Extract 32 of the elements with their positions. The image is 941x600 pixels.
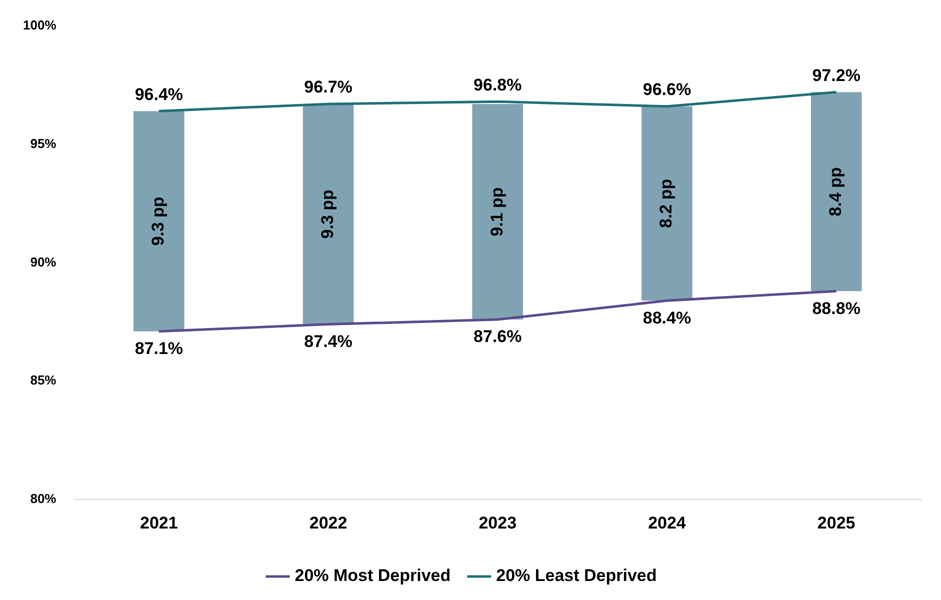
y-tick-label: 80%	[30, 491, 57, 506]
x-tick-label: 2024	[648, 513, 686, 532]
bar	[810, 92, 862, 292]
data-label: 87.1%	[134, 339, 184, 358]
data-label: 96.6%	[642, 80, 692, 100]
data-label: 8.4 pp	[826, 167, 846, 216]
y-tick-label: 85%	[30, 372, 57, 388]
data-label: 9.3 pp	[318, 190, 337, 239]
y-tick-label: 95%	[30, 136, 57, 151]
y-tick-label: 90%	[30, 254, 57, 270]
x-tick-label: 2021	[140, 513, 178, 532]
legend-label: 20% Least Deprived	[496, 566, 657, 586]
data-label: 88.8%	[812, 298, 860, 318]
bar	[134, 111, 184, 332]
data-label: 9.3 pp	[148, 196, 168, 246]
bar	[302, 104, 354, 324]
x-tick-label: 2022	[309, 513, 348, 532]
x-tick-label: 2025	[817, 513, 856, 532]
data-label: 9.1 pp	[487, 187, 506, 236]
legend-label: 20% Most Deprived	[294, 566, 451, 586]
data-label: 87.4%	[304, 332, 352, 351]
data-label: 88.4%	[642, 308, 692, 328]
data-label: 96.8%	[474, 75, 522, 94]
data-label: 96.7%	[304, 78, 352, 97]
data-label: 97.2%	[812, 66, 860, 85]
data-label: 87.6%	[474, 327, 522, 346]
x-tick-label: 2023	[478, 513, 517, 532]
data-label: 8.2 pp	[656, 178, 676, 228]
bar	[472, 104, 524, 320]
data-label: 96.4%	[134, 84, 184, 104]
bar	[642, 106, 692, 301]
y-tick-label: 100%	[23, 17, 57, 32]
